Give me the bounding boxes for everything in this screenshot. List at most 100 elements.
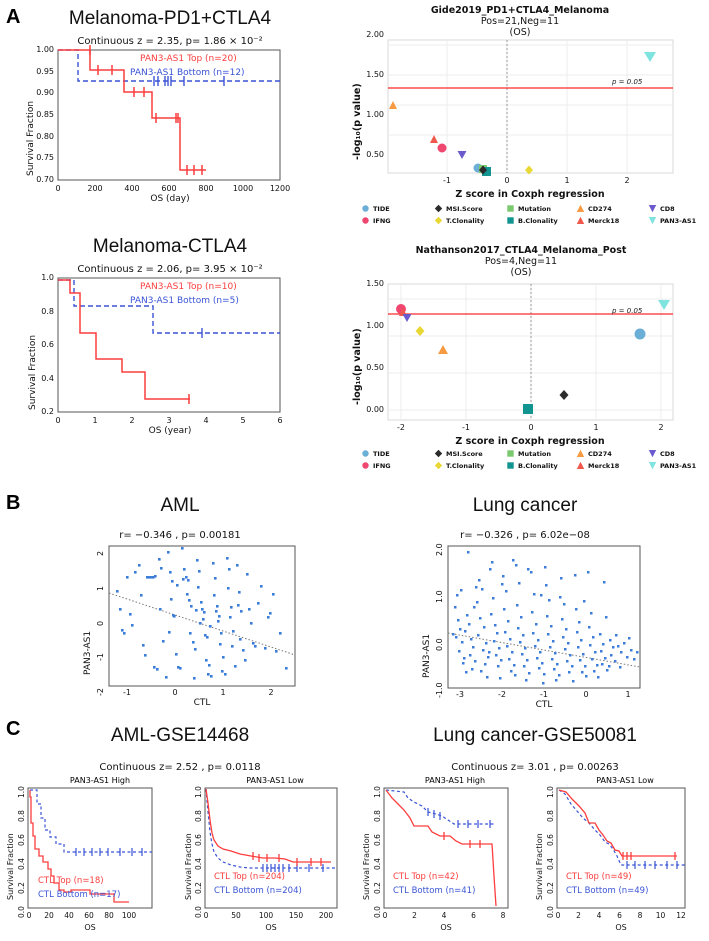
km-aml-low-xtick-1: 50 (231, 911, 241, 920)
legend-label-merck18: Merck18 (588, 217, 620, 225)
legend-label-tide: TIDE (373, 205, 390, 213)
volcano-nathanson2017-xlabel: Z score in Coxph regression (455, 436, 605, 447)
corr-lung-xtick-3: 0 (583, 690, 589, 699)
km-a1-xtick-2: 400 (124, 184, 140, 193)
circle-icon (362, 462, 369, 469)
km-a2-ytick-2: 0.6 (41, 340, 54, 349)
volcano-gide2019-svg (387, 39, 674, 176)
gide2019-title-line2: Pos=21,Neg=11 (480, 16, 560, 28)
legend-marker-pan3-as1 (648, 216, 657, 225)
km-aml-low-ytick-5: 1.0 (194, 786, 203, 798)
legend-marker-cd8 (648, 204, 657, 213)
km-series-top (58, 49, 206, 171)
corr-lung-xtick-4: 1 (625, 690, 631, 699)
lung-corr-subtitle: r= −0.326 , p= 6.02e−08 (460, 530, 590, 541)
aml-low-header: PAN3-AS1 Low (246, 776, 304, 785)
km-aml-low-ytick-2: 0.4 (194, 858, 203, 870)
legend-marker-pan3-as1 (648, 461, 657, 470)
diamond-icon (434, 204, 443, 213)
corr-aml-ytick-1: -1 (96, 653, 105, 661)
melanoma-pd1-ctla4-subtitle: Continuous z = 2.35, p= 1.86 × 10⁻² (77, 36, 263, 47)
km-aml-low-xtick-2: 100 (258, 911, 274, 920)
legend-label-tide: TIDE (373, 450, 390, 458)
km-lung-low-svg (556, 787, 686, 909)
km-a1-ytick-6: 1.00 (36, 45, 54, 54)
volcano-nathanson2017-pline-label: p = 0.05 (612, 307, 643, 315)
point-msiscore (479, 165, 487, 175)
triangle-down-icon (648, 205, 657, 213)
km-lung-low-legend-bottom: CTL Bottom (n=49) (566, 886, 649, 896)
corr-lung-xtick-2: -1 (540, 690, 548, 699)
km-series-top (58, 279, 190, 400)
km-aml-high-xtick-0: 0 (26, 911, 32, 920)
km-lung-high-ytick-1: 0.2 (373, 882, 382, 894)
km-a2-ytick-1: 0.4 (41, 373, 54, 383)
panel-letter-b: B (6, 492, 21, 514)
km-a2-xtick-5: 5 (240, 416, 246, 425)
trend-line (447, 632, 641, 668)
aml-high-header: PAN3-AS1 High (69, 776, 131, 785)
melanoma-ctla4-title: Melanoma-CTLA4 (92, 236, 248, 257)
point-cd274 (389, 101, 397, 109)
volcano-gide2019-plot (387, 39, 674, 176)
volcano-nathanson2017-xtick-2: 0 (528, 423, 534, 432)
triangle-up-icon (576, 461, 585, 469)
km-a1-xtick-0: 0 (55, 184, 61, 193)
legend-label-msi-score: MSI.Score (446, 205, 483, 213)
km-aml-high-xtick-5: 100 (121, 911, 137, 920)
km-aml-high-ytick-0: 0.0 (17, 906, 26, 918)
km-lung-high-plot (383, 787, 509, 909)
km-melanoma-pd1-ctla4-plot (57, 45, 281, 181)
km-lung-high-ylabel: Survival Fraction (362, 833, 371, 900)
volcano-nathanson2017-ytick-0: 0.00 (366, 405, 384, 414)
km-lung-low-plot (556, 787, 686, 909)
volcano-nathanson2017-ytick-3: 1.50 (366, 279, 384, 288)
legend-marker-msi-score (434, 449, 443, 458)
volcano-gide2019-pline-label: p = 0.05 (612, 78, 643, 86)
km-a1-xtick-6: 1200 (269, 184, 291, 193)
legend-label-cd8: CD8 (660, 205, 675, 213)
legend-marker-msi-score (434, 204, 443, 213)
km-censor-marks-bottom (75, 848, 143, 856)
legend-marker-cd8 (648, 449, 657, 458)
legend-marker-mutation (506, 204, 515, 213)
circle-icon (362, 205, 369, 212)
corr-lung-xtick-0: -3 (456, 690, 464, 699)
km-censor-marks-top (443, 832, 481, 848)
corr-aml-ytick-2: 0 (96, 620, 105, 626)
corr-aml-xtick-1: 0 (172, 688, 178, 697)
km-aml-low-xtick-0: 0 (203, 911, 209, 920)
km-a1-ytick-4: 0.90 (36, 88, 54, 98)
triangle-up-icon (576, 216, 585, 224)
corr-aml-xtick-2: 1 (220, 688, 226, 697)
km-lung-high-xtick-4: 8 (500, 911, 506, 920)
circle-icon (362, 217, 369, 224)
aml-corr-title: AML (160, 495, 200, 516)
km-series-top (385, 789, 497, 907)
km-lung-low-ytick-0: 0.0 (546, 906, 555, 918)
corr-lung-ytick-2: 1.0 (435, 590, 444, 604)
km-a2-ytick-3: 0.8 (41, 306, 54, 316)
km-aml-high-legend-top: CTL Top (n=18) (38, 876, 104, 886)
corr-aml-ytick-4: 2 (96, 550, 105, 556)
triangle-up-icon (576, 449, 585, 457)
km-lung-low-xtick-3: 6 (617, 911, 622, 920)
volcano-gide2019-xtick-3: 2 (624, 176, 630, 185)
nathanson2017-volcano-title: Nathanson2017_CTLA4_Melanoma_Post Pos=4,… (366, 245, 676, 279)
km-a2-legend-top: PAN3-AS1 Top (n=10) (140, 282, 237, 292)
corr-lung-ytick-3: 2.0 (435, 543, 444, 556)
volcano-nathanson2017-xtick-1: -1 (462, 423, 470, 432)
triangle-down-icon (648, 462, 657, 470)
km-lung-low-legend-top: CTL Top (n=49) (566, 872, 632, 882)
km-aml-high-ytick-1: 0.2 (17, 882, 26, 894)
volcano-nathanson2017-plot (387, 283, 674, 421)
km-a1-ytick-3: 0.85 (36, 110, 54, 119)
km-lung-low-ylabel: Survival Fraction (535, 833, 544, 900)
trend-line (108, 592, 296, 656)
aml-gse14468-title: AML-GSE14468 (110, 725, 250, 746)
legend-label-pan3-as1: PAN3-AS1 (660, 462, 697, 470)
km-lung-high-xtick-3: 6 (471, 911, 476, 920)
nathanson2017-title-line3: (OS) (510, 267, 532, 279)
km-lung-low-ytick-2: 0.4 (546, 858, 555, 870)
km-aml-high-ytick-4: 0.8 (17, 810, 26, 822)
